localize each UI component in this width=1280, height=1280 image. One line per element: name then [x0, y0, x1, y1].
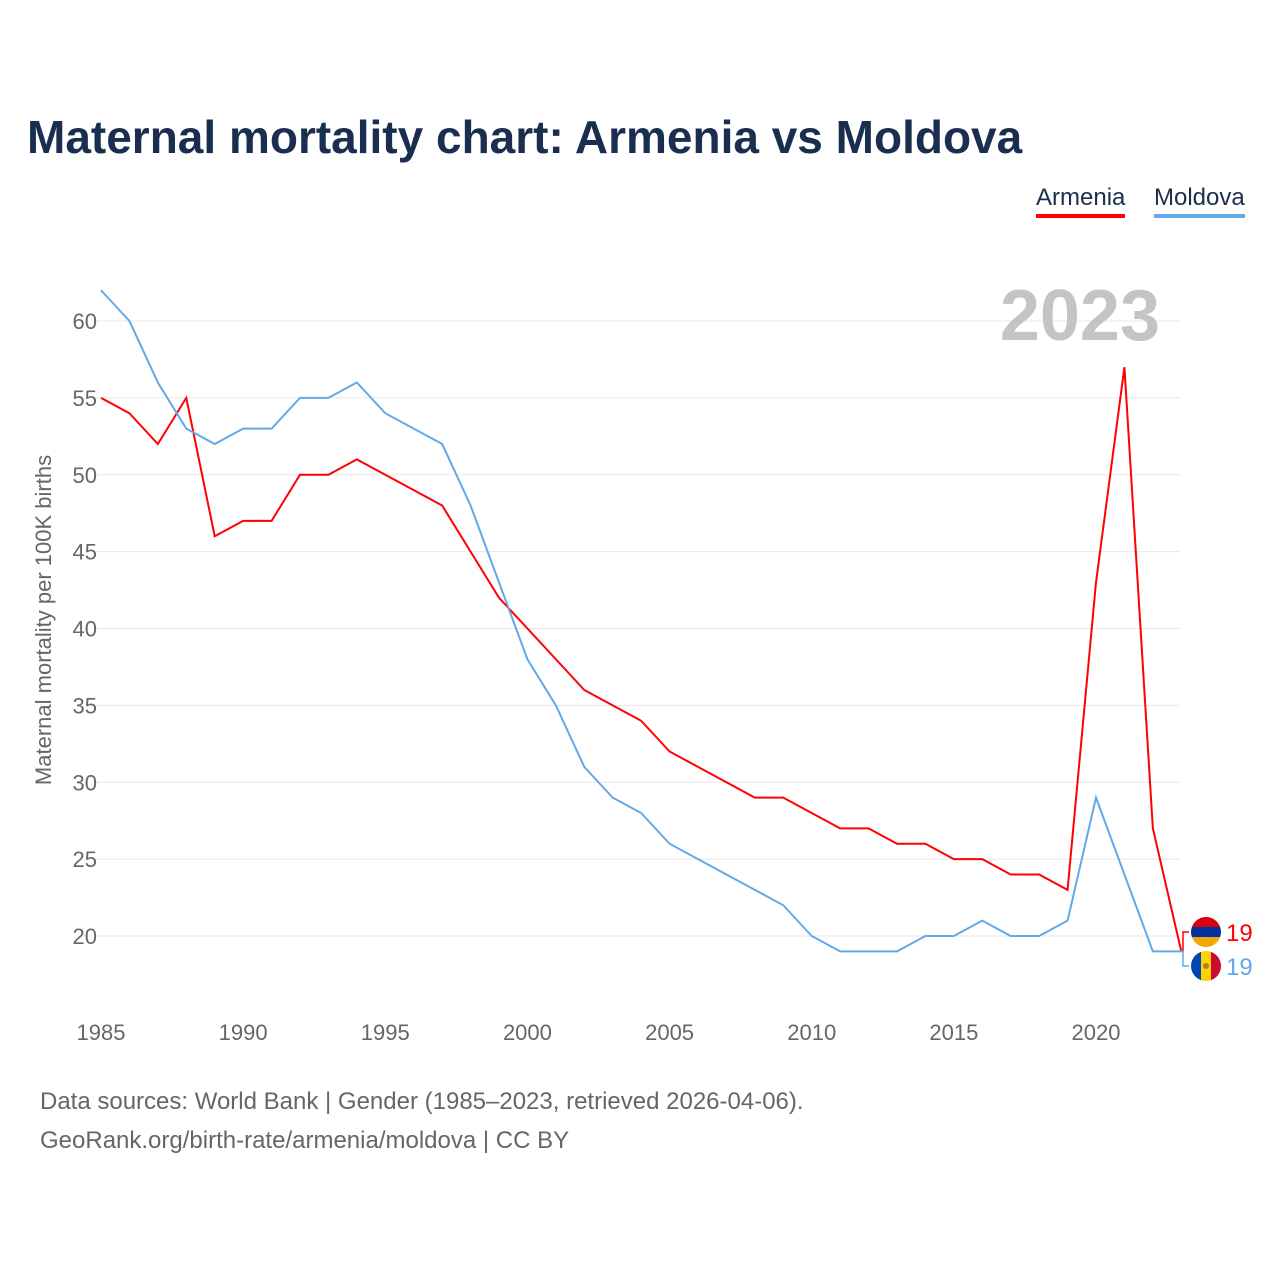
end-connector: [1181, 931, 1189, 953]
x-tick-label: 1985: [77, 1020, 126, 1045]
end-value-label: 19: [1226, 954, 1253, 981]
y-axis-label: Maternal mortality per 100K births: [31, 455, 56, 785]
y-tick-label: 55: [73, 386, 97, 411]
chart-title: Maternal mortality chart: Armenia vs Mol…: [27, 111, 1023, 163]
series-line-moldova: [100, 289, 1182, 953]
y-tick-label: 50: [73, 463, 97, 488]
x-tick-label: 2015: [929, 1020, 978, 1045]
footer-link[interactable]: GeoRank.org/birth-rate/armenia/moldova |…: [40, 1127, 570, 1154]
line-chart: 20 25 30 35 40 45 50 55 60 1985 1990 1995 2000 2005 20…: [31, 276, 1253, 1045]
x-tick-label: 2020: [1072, 1020, 1121, 1045]
x-tick-label: 2005: [645, 1020, 694, 1045]
legend-armenia[interactable]: Armenia: [1036, 184, 1126, 218]
y-tick-label: 45: [73, 540, 97, 565]
moldova-flag-icon: [1191, 951, 1221, 981]
armenia-flag-icon: [1191, 917, 1221, 947]
x-tick-label: 2000: [503, 1020, 552, 1045]
y-tick-label: 25: [73, 847, 97, 872]
year-watermark: 2023: [1000, 276, 1160, 356]
x-tick-label: 1995: [361, 1020, 410, 1045]
end-connector: [1181, 950, 1189, 967]
y-tick-label: 20: [73, 924, 97, 949]
x-tick-label: 1990: [219, 1020, 268, 1045]
y-tick-label: 60: [73, 309, 97, 334]
footer-sources: Data sources: World Bank | Gender (1985–…: [40, 1088, 804, 1115]
x-tick-label: 2010: [787, 1020, 836, 1045]
y-tick-label: 30: [73, 770, 97, 795]
end-value-label: 19: [1226, 920, 1253, 947]
y-tick-label: 40: [73, 617, 97, 642]
series-line-armenia: [100, 366, 1183, 952]
y-tick-label: 35: [73, 693, 97, 718]
legend-moldova[interactable]: Moldova: [1154, 184, 1245, 218]
